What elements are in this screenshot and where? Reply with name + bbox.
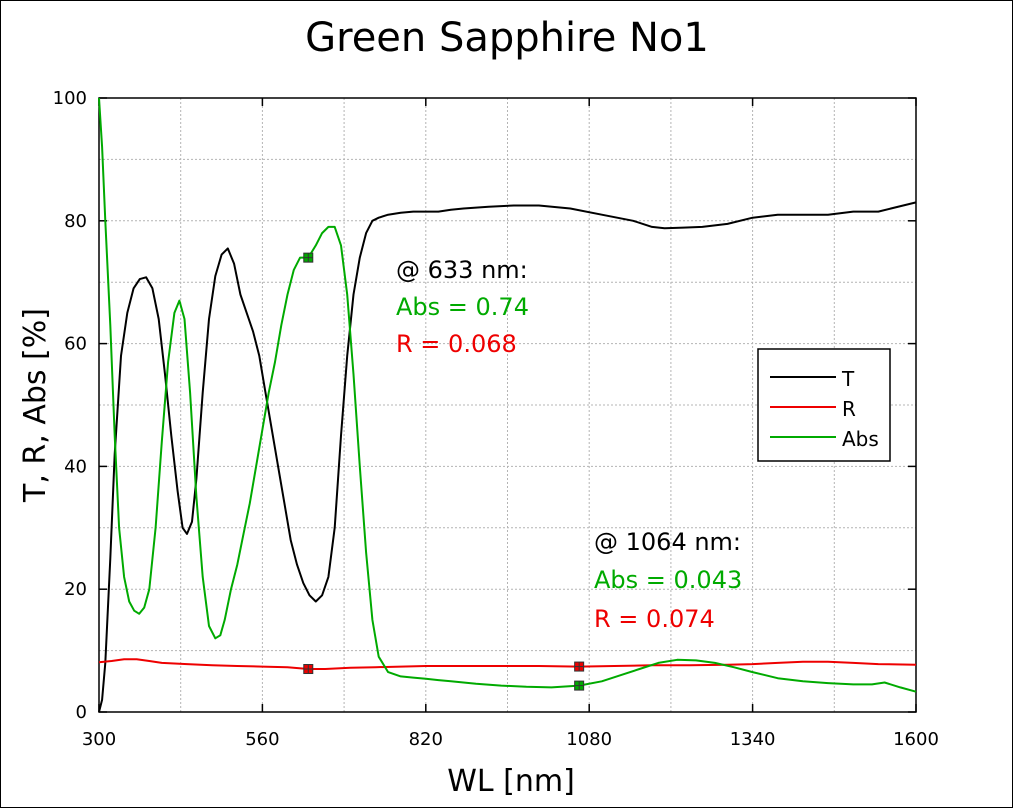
marker-abs-1064 bbox=[574, 680, 585, 691]
annotation-1064-r: R = 0.074 bbox=[594, 605, 715, 633]
chart-title: Green Sapphire No1 bbox=[305, 15, 709, 61]
y-axis-label: T, R, Abs [%] bbox=[18, 308, 53, 503]
series-line-abs bbox=[98, 97, 917, 693]
x-tick-label: 1600 bbox=[893, 729, 939, 750]
x-tick-label: 560 bbox=[245, 729, 279, 750]
annotation-633: @ 633 nm: Abs = 0.74 R = 0.068 bbox=[396, 256, 529, 358]
axis-ticks: 300 560 820 1080 1340 1600 0 20 40 60 80 100 bbox=[53, 88, 939, 750]
x-tick-label: 1080 bbox=[566, 729, 612, 750]
legend: T R Abs bbox=[757, 348, 891, 462]
legend-label-r: R bbox=[842, 397, 856, 421]
x-tick-label: 820 bbox=[409, 729, 443, 750]
annotation-1064: @ 1064 nm: Abs = 0.043 R = 0.074 bbox=[594, 528, 742, 633]
y-tick-label: 0 bbox=[76, 702, 87, 723]
annotation-1064-heading: @ 1064 nm: bbox=[594, 528, 741, 556]
series-lines bbox=[98, 97, 917, 713]
x-tick-label: 300 bbox=[82, 729, 116, 750]
y-tick-label: 100 bbox=[53, 88, 87, 109]
series-line-r bbox=[98, 658, 917, 670]
legend-box bbox=[757, 348, 891, 462]
y-tick-label: 80 bbox=[64, 211, 87, 232]
annotation-1064-abs: Abs = 0.043 bbox=[594, 566, 742, 594]
annotation-633-r: R = 0.068 bbox=[396, 330, 517, 358]
annotation-633-heading: @ 633 nm: bbox=[396, 256, 528, 284]
y-tick-label: 40 bbox=[64, 456, 87, 477]
annotation-633-abs: Abs = 0.74 bbox=[396, 293, 529, 321]
x-tick-label: 1340 bbox=[730, 729, 776, 750]
x-axis-label: WL [nm] bbox=[447, 764, 575, 799]
marker-r-1064 bbox=[574, 661, 585, 672]
y-tick-label: 60 bbox=[64, 334, 87, 355]
data-markers bbox=[303, 252, 585, 691]
legend-label-abs: Abs bbox=[842, 427, 879, 451]
plot-area-border bbox=[98, 97, 917, 713]
marker-r-633 bbox=[303, 664, 314, 675]
grid bbox=[99, 98, 916, 712]
marker-abs-633 bbox=[303, 252, 314, 263]
legend-label-t: T bbox=[841, 367, 855, 391]
y-tick-label: 20 bbox=[64, 579, 87, 600]
